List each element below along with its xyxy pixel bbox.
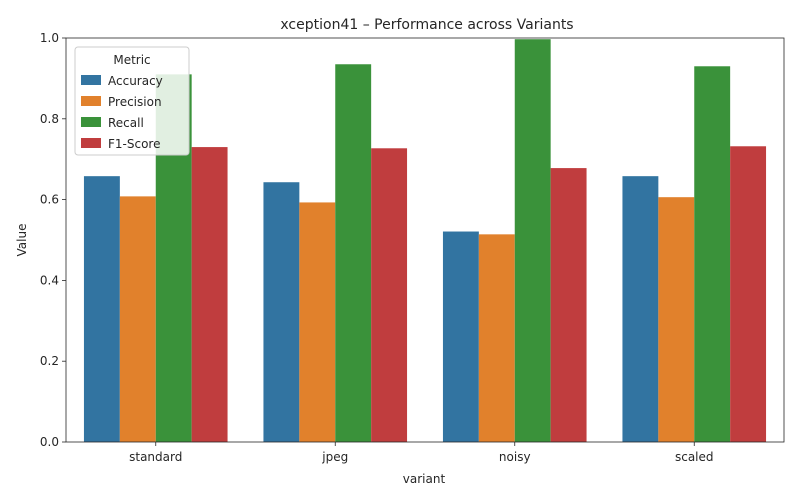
bar-accuracy-scaled: [622, 176, 659, 443]
x-tick-label: scaled: [675, 450, 714, 464]
bar-f1-score-scaled: [730, 146, 767, 442]
y-tick-label: 0.2: [40, 354, 59, 368]
legend-swatch: [81, 117, 101, 127]
x-tick-label: jpeg: [321, 450, 348, 464]
legend: Metric Accuracy Precision Recall F1-Score: [74, 46, 190, 156]
bar-recall-scaled: [694, 66, 731, 442]
legend-box: [74, 46, 190, 156]
bar-precision-noisy: [478, 234, 515, 442]
bar-recall-noisy: [514, 39, 551, 443]
y-tick-label: 0.6: [40, 193, 59, 207]
y-tick-label: 0.4: [40, 273, 59, 287]
axes-layer: standard jpeg noisy scaled 0.0 0.2 0.4 0.6 0.8 1.…: [40, 31, 785, 464]
y-tick-label: 0.8: [40, 112, 59, 126]
legend-swatch: [81, 138, 101, 148]
legend-title: Metric: [113, 53, 150, 67]
bar-accuracy-noisy: [442, 231, 479, 442]
legend-entry: Accuracy: [108, 74, 163, 88]
bar-f1-score-jpeg: [371, 148, 408, 443]
bars-layer: [83, 39, 767, 443]
bar-precision-scaled: [658, 197, 695, 442]
bar-recall-jpeg: [335, 64, 372, 442]
bar-accuracy-jpeg: [263, 182, 300, 443]
chart-title: xception41 – Performance across Variants: [280, 17, 573, 33]
x-axis-label: variant: [403, 472, 446, 486]
y-tick-label: 0.0: [40, 435, 59, 449]
legend-swatch: [81, 96, 101, 106]
bar-f1-score-standard: [191, 147, 228, 442]
legend-entry: Recall: [108, 116, 144, 130]
y-axis-label: Value: [15, 224, 29, 257]
legend-swatch: [81, 75, 101, 85]
bar-accuracy-standard: [83, 176, 120, 443]
legend-entry: F1-Score: [108, 137, 160, 151]
legend-entry: Precision: [108, 95, 162, 109]
plot-frame: [65, 37, 785, 443]
bar-f1-score-noisy: [550, 168, 587, 442]
bar-precision-standard: [119, 196, 156, 442]
x-tick-label: standard: [129, 450, 182, 464]
bar-precision-jpeg: [299, 202, 336, 442]
x-tick-label: noisy: [499, 450, 531, 464]
y-tick-label: 1.0: [40, 31, 59, 45]
